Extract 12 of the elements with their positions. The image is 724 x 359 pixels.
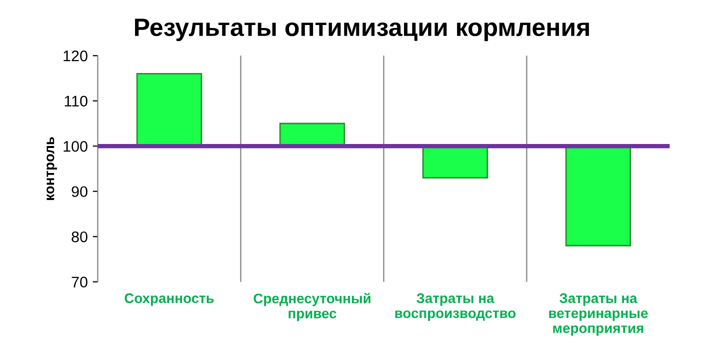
x-tick-label: Затраты на воспроизводство: [395, 293, 516, 321]
y-tick-label: 100: [64, 140, 88, 152]
x-tick-label: Затраты на ветеринарные мероприятия: [549, 293, 648, 336]
y-tick-label: 110: [64, 96, 88, 107]
y-tick-label: 70: [72, 276, 88, 288]
y-tick-label: 90: [72, 186, 88, 198]
chart-title: Результаты оптимизации кормления: [135, 18, 589, 42]
y-axis-title: контроль: [46, 137, 57, 200]
x-tick-label: Среднесуточный привес: [254, 292, 370, 322]
y-tick-label: 80: [72, 231, 88, 242]
y-tick-label: 120: [64, 50, 88, 62]
x-tick-label: Сохранность: [124, 293, 214, 306]
